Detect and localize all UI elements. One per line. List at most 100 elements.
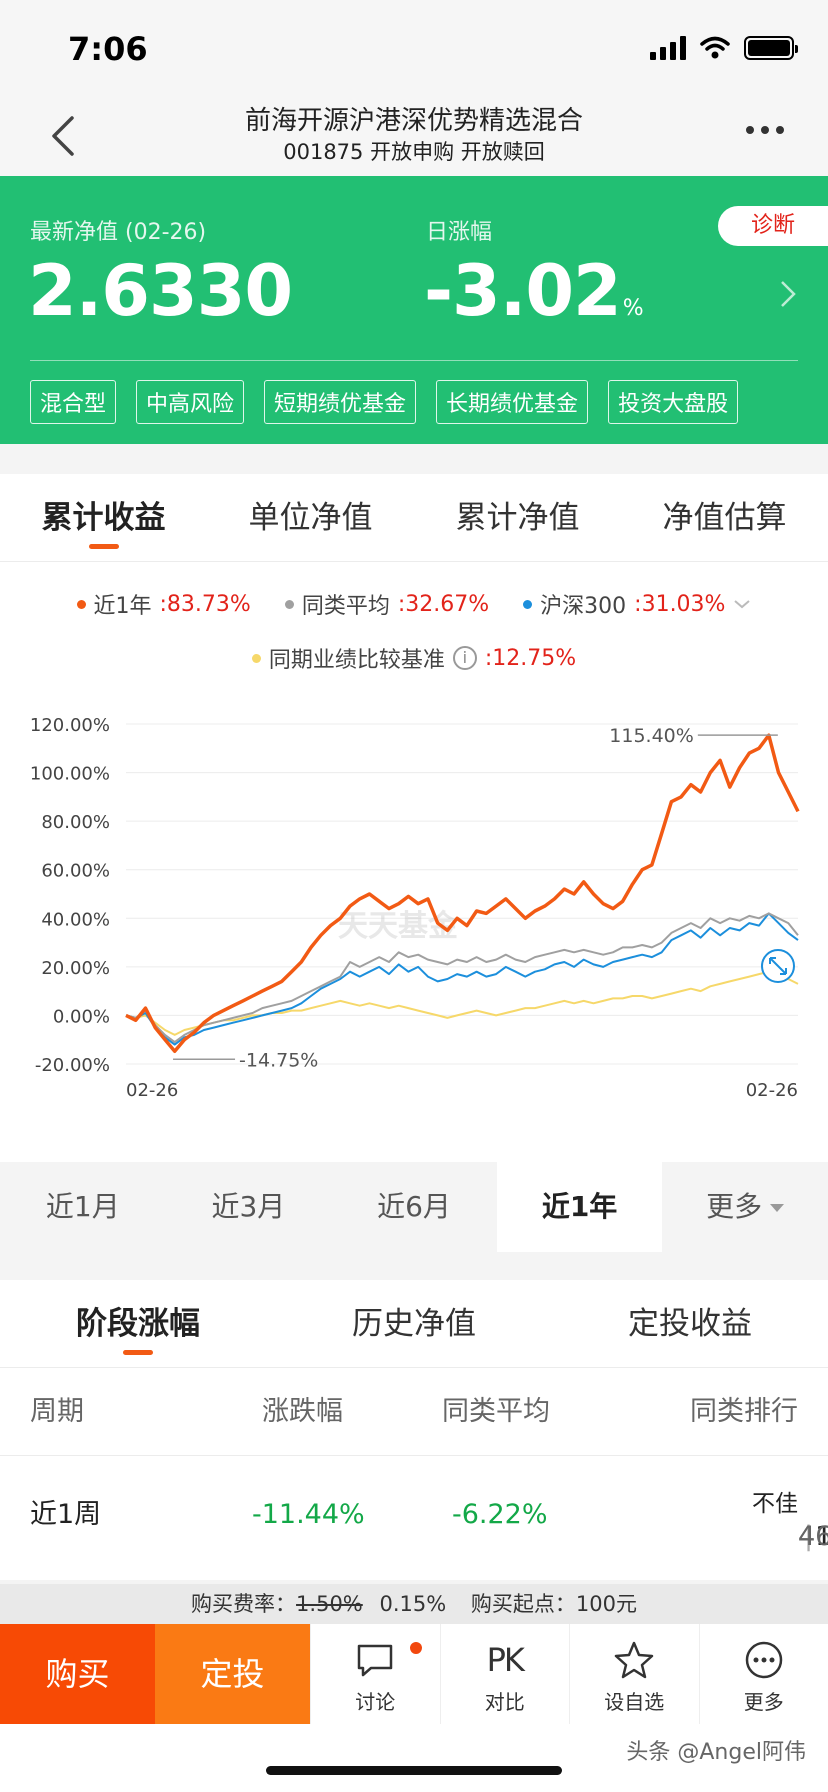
fee-label: 购买费率： [191, 1592, 297, 1616]
more-label: 更多 [743, 1690, 784, 1714]
expand-icon[interactable] [761, 949, 795, 983]
add-watchlist-button[interactable]: 设自选 [569, 1624, 699, 1724]
period-1m[interactable]: 近1月 [45, 1190, 120, 1223]
compare-button[interactable]: PK 对比 [439, 1624, 570, 1724]
return-chart[interactable]: 120.00% 100.00% 80.00% 60.00% 40.00% 20.00% 0.… [0, 704, 828, 1124]
series-line-4 [125, 970, 799, 1036]
pk-icon: PK [486, 1641, 525, 1679]
legend-name: 同类平均 [301, 594, 390, 619]
caret-down-icon [770, 1204, 785, 1212]
legend-dot [284, 599, 294, 609]
y-tick-label: 100.00% [30, 764, 110, 785]
more-button[interactable]: 更多 [698, 1624, 828, 1724]
tab-stage-return[interactable]: 阶段涨幅 [0, 1280, 276, 1367]
fund-tag[interactable]: 长期绩优基金 [436, 380, 589, 424]
legend-name: 同期业绩比较基准 [268, 648, 445, 673]
diagnose-button[interactable]: 诊断 [718, 206, 828, 246]
series-line-1 [125, 733, 800, 1054]
fund-summary[interactable]: 最新净值 (02-26) 2.6330 日涨幅 -3.02% 诊断 混合型 中高… [0, 176, 828, 444]
min-label: 购买起点： [470, 1592, 576, 1616]
chat-icon [358, 1644, 393, 1677]
daily-change: -3.02% [424, 250, 644, 332]
y-tick-label: 120.00% [30, 715, 110, 736]
y-tick-label: 0.00% [53, 1006, 110, 1027]
legend-peer-average: 同类平均 :32.67% [284, 588, 489, 620]
chevron-down-icon[interactable] [733, 598, 751, 610]
legend-benchmark: 同期业绩比较基准 i :12.75% [251, 642, 577, 674]
legend-value: :12.75% [484, 645, 577, 671]
header-rank: 同类排行 [690, 1396, 798, 1427]
period-6m[interactable]: 近6月 [377, 1190, 451, 1223]
fund-tag[interactable]: 混合型 [30, 380, 117, 424]
status-icons [650, 36, 798, 60]
battery-icon [744, 36, 798, 60]
table-row[interactable]: 近1周 -11.44% -6.22% 4185|4690 不佳 [0, 1456, 828, 1574]
period-more-label: 更多 [706, 1190, 763, 1223]
daily-change-value: -3.02 [424, 250, 622, 332]
discuss-label: 讨论 [355, 1690, 396, 1714]
buy-button[interactable]: 购买 [0, 1624, 155, 1724]
period-3m[interactable]: 近3月 [211, 1190, 286, 1223]
period-1y[interactable]: 近1年 [496, 1162, 663, 1252]
legend-fund: 近1年 :83.73% [76, 588, 251, 620]
stage-card: 阶段涨幅 历史净值 定投收益 周期 涨跌幅 同类平均 同类排行 近1周 -11.… [0, 1280, 828, 1580]
nav-header: 前海开源沪港深优势精选混合 001875 开放申购 开放赎回 [0, 96, 828, 176]
source-watermark: 头条 @Angel阿伟 [626, 1740, 806, 1765]
rank-value: 4185 [798, 1521, 828, 1552]
tab-unit-nav[interactable]: 单位净值 [248, 500, 373, 536]
fund-name: 前海开源沪港深优势精选混合 [244, 106, 583, 136]
rank-rating: 不佳 [752, 1491, 798, 1517]
legend-name: 沪深300 [540, 594, 627, 619]
nav-value: 2.6330 [28, 250, 293, 332]
home-area: 头条 @Angel阿伟 [0, 1724, 828, 1792]
daily-change-label: 日涨幅 [426, 220, 493, 245]
fee-bar: 购买费率：1.50% 0.15% 购买起点：100元 [0, 1584, 828, 1624]
table-header: 周期 涨跌幅 同类平均 同类排行 [0, 1368, 828, 1456]
daily-change-unit: % [622, 296, 644, 321]
signal-icon [650, 36, 686, 60]
y-tick-label: -20.00% [35, 1055, 110, 1076]
notification-dot [409, 1642, 422, 1654]
more-menu-icon[interactable] [746, 126, 784, 134]
header-change: 涨跌幅 [262, 1396, 343, 1427]
rank-separator: | [804, 1521, 814, 1552]
period-more[interactable]: 更多 [662, 1162, 828, 1252]
tab-cumulative-nav[interactable]: 累计净值 [455, 500, 580, 536]
nav-label: 最新净值 (02-26) [30, 220, 207, 245]
fund-tag[interactable]: 短期绩优基金 [264, 380, 417, 424]
chart-legend: 近1年 :83.73% 同类平均 :32.67% 沪深300 :31.03% [0, 588, 828, 696]
bottom-action-bar: 购买 定投 讨论 PK 对比 设自选 [0, 1624, 828, 1724]
header-period: 周期 [30, 1396, 84, 1427]
legend-value: :83.73% [159, 591, 251, 617]
period-selector: 近1月 近3月 近6月 近1年 更多 [0, 1162, 828, 1252]
star-icon [615, 1641, 654, 1679]
status-time: 7:06 [68, 30, 148, 68]
info-icon[interactable]: i [452, 646, 477, 670]
min-value: 100元 [575, 1592, 637, 1616]
tab-plan-return[interactable]: 定投收益 [628, 1306, 752, 1342]
series-line-2 [125, 912, 799, 1044]
fee-current: 0.15% [379, 1592, 447, 1616]
annotation-max: 115.40% [609, 725, 694, 747]
x-tick-label: 02-26 [126, 1080, 178, 1101]
y-tick-label: 60.00% [41, 861, 110, 882]
row-average: -6.22% [452, 1499, 548, 1530]
tab-history-nav[interactable]: 历史净值 [352, 1306, 476, 1342]
chart-tabs: 累计收益 单位净值 累计净值 净值估算 [0, 474, 828, 562]
divider [30, 360, 798, 361]
tab-nav-estimate[interactable]: 净值估算 [662, 500, 787, 536]
fund-tag[interactable]: 投资大盘股 [608, 380, 739, 424]
tab-cumulative-return[interactable]: 累计收益 [0, 474, 207, 561]
status-bar: 7:06 [0, 0, 828, 96]
discuss-button[interactable]: 讨论 [310, 1624, 440, 1724]
row-period: 近1周 [30, 1499, 102, 1530]
stage-tabs: 阶段涨幅 历史净值 定投收益 [0, 1280, 828, 1368]
plan-invest-button[interactable]: 定投 [155, 1624, 310, 1724]
home-indicator[interactable] [266, 1766, 562, 1775]
chevron-right-icon[interactable] [778, 276, 798, 312]
legend-csi300[interactable]: 沪深300 :31.03% [523, 588, 751, 620]
fund-tag[interactable]: 中高风险 [136, 380, 245, 424]
back-icon[interactable] [44, 112, 84, 160]
fund-code-status: 001875 开放申购 开放赎回 [283, 140, 545, 164]
